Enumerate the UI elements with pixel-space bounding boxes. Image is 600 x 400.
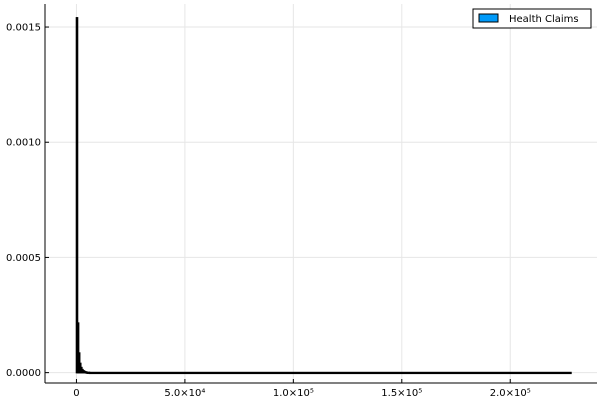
y-axis-ticks: 0.0000 0.0005 0.0010 0.0015	[6, 23, 49, 379]
x-axis-ticks: 0 5.0×10⁴ 1.0×10⁵ 1.5×10⁵ 2.0×10⁵	[73, 379, 531, 399]
x-tick-label: 0	[73, 388, 79, 399]
x-tick-label: 1.5×10⁵	[381, 388, 422, 399]
histogram-bar	[88, 371, 572, 375]
histogram-bar	[75, 17, 79, 374]
legend-box	[472, 8, 592, 29]
legend-swatch	[478, 13, 499, 23]
grid-lines	[45, 4, 597, 383]
x-tick-label: 2.0×10⁵	[490, 388, 531, 399]
y-tick-label: 0.0005	[6, 253, 41, 264]
axes	[44, 4, 597, 384]
x-tick-label: 1.0×10⁵	[273, 388, 314, 399]
histogram-bars	[75, 17, 572, 375]
x-tick-label: 5.0×10⁴	[164, 388, 205, 399]
legend: Health Claims	[472, 8, 592, 29]
y-tick-label: 0.0015	[6, 23, 41, 34]
y-tick-label: 0.0010	[6, 138, 41, 149]
legend-label: Health Claims	[509, 14, 579, 25]
y-tick-label: 0.0000	[6, 368, 41, 379]
